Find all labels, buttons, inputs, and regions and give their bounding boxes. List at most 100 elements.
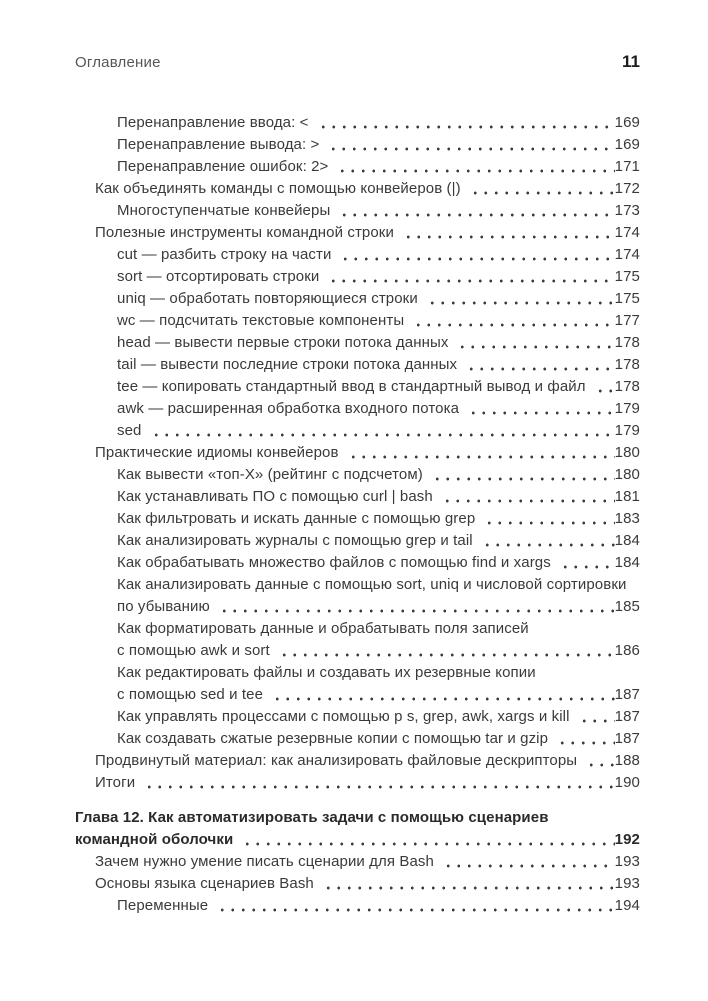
- toc-entry-page-number: 180: [614, 444, 640, 461]
- toc-entry-line: awk — расширенная обработка входного пот…: [117, 398, 640, 420]
- dot-leader: [479, 530, 615, 552]
- toc-entry: Зачем нужно умение писать сценарии для B…: [75, 851, 640, 873]
- toc-entry-page-number: 186: [614, 642, 640, 659]
- toc-entry: Как управлять процессами с помощью p s, …: [75, 706, 640, 728]
- toc-entry-page-number: 169: [614, 114, 640, 131]
- dot-leader: [424, 288, 615, 310]
- toc-entry-text: по убыванию: [117, 598, 210, 615]
- toc-entry: uniq — обработать повторяющиеся строки 17…: [75, 288, 640, 310]
- dot-leader: [240, 829, 615, 851]
- toc-entry-text: с помощью sed и tee: [117, 686, 264, 703]
- dot-leader: [455, 332, 615, 354]
- toc-entry-line: Полезные инструменты командной строки 174: [95, 222, 640, 244]
- toc-entry-text: Итоги: [95, 774, 136, 791]
- toc-entry-page-number: 193: [614, 853, 640, 870]
- toc-entry-text: Перенаправление ввода: <: [117, 114, 309, 131]
- toc-entry: Многоступенчатые конвейеры 173: [75, 200, 640, 222]
- toc-entry: Как редактировать файлы и создавать их р…: [75, 662, 640, 706]
- toc-entry-text: Как создавать сжатые резервные копии с п…: [117, 730, 549, 747]
- toc-entry-line: Как анализировать журналы с помощью grep…: [117, 530, 640, 552]
- toc-entry-page-number: 175: [614, 290, 640, 307]
- dot-leader: [439, 486, 615, 508]
- dot-leader: [337, 200, 615, 222]
- dot-leader: [320, 873, 615, 895]
- page-title: Оглавление: [75, 54, 161, 71]
- toc-entry-text: Основы языка сценариев Bash: [95, 875, 314, 892]
- toc-entry-page-number: 174: [614, 246, 640, 263]
- toc-entry-line: sed 179: [117, 420, 640, 442]
- toc-entry-text: Глава 12. Как автоматизировать задачи с …: [75, 809, 549, 826]
- toc-entry: Как фильтровать и искать данные с помощь…: [75, 508, 640, 530]
- toc-entry-line: командной оболочки 192: [75, 829, 640, 851]
- toc-entry-text: Как вывести «топ-X» (рейтинг с подсчетом…: [117, 466, 423, 483]
- toc-entry-text: sed: [117, 422, 142, 439]
- toc-entry-line: Практические идиомы конвейеров 180: [95, 442, 640, 464]
- toc-entry-page-number: 171: [614, 158, 640, 175]
- toc-entry-line: Перенаправление ошибок: 2> 171: [117, 156, 640, 178]
- toc-entry-line: Перенаправление ввода: < 169: [117, 112, 640, 134]
- toc-entry-text: Практические идиомы конвейеров: [95, 444, 339, 461]
- dot-leader: [345, 442, 615, 464]
- toc-entry: Практические идиомы конвейеров 180: [75, 442, 640, 464]
- toc-entry-line: с помощью sed и tee 187: [117, 684, 640, 706]
- dot-leader: [400, 222, 615, 244]
- toc-entry-page-number: 193: [614, 875, 640, 892]
- toc-entry-line: Как форматировать данные и обрабатывать …: [117, 618, 640, 640]
- toc-entry-page-number: 172: [614, 180, 640, 197]
- toc-entry-page-number: 180: [614, 466, 640, 483]
- dot-leader: [276, 640, 615, 662]
- toc-entry-page-number: 187: [614, 708, 640, 725]
- toc-entry: head — вывести первые строки потока данн…: [75, 332, 640, 354]
- dot-leader: [326, 134, 615, 156]
- toc-entry: Как анализировать журналы с помощью grep…: [75, 530, 640, 552]
- toc-entry: sort — отсортировать строки 175: [75, 266, 640, 288]
- toc-entry-page-number: 192: [614, 831, 640, 848]
- toc-entry-text: Переменные: [117, 897, 209, 914]
- toc-entry-page-number: 178: [614, 356, 640, 373]
- toc-entry: cut — разбить строку на части 174: [75, 244, 640, 266]
- dot-leader: [270, 684, 615, 706]
- toc-entry-line: по убыванию 185: [117, 596, 640, 618]
- toc-entry-line: Переменные 194: [117, 895, 640, 917]
- toc-entry: Как вывести «топ-X» (рейтинг с подсчетом…: [75, 464, 640, 486]
- toc-entry-line: Как вывести «топ-X» (рейтинг с подсчетом…: [117, 464, 640, 486]
- dot-leader: [482, 508, 615, 530]
- dot-leader: [335, 156, 615, 178]
- toc-entry: Основы языка сценариев Bash 193: [75, 873, 640, 895]
- dot-leader: [315, 112, 615, 134]
- toc-entry-line: Как анализировать данные с помощью sort,…: [117, 574, 640, 596]
- toc-entry-line: uniq — обработать повторяющиеся строки 17…: [117, 288, 640, 310]
- toc-entry-text: tee — копировать стандартный ввод в стан…: [117, 378, 586, 395]
- toc-entry: tee — копировать стандартный ввод в стан…: [75, 376, 640, 398]
- toc-entry: sed 179: [75, 420, 640, 442]
- toc-entry: Как устанавливать ПО с помощью curl | ba…: [75, 486, 640, 508]
- dot-leader: [557, 552, 615, 574]
- toc-entry: Перенаправление вывода: > 169: [75, 134, 640, 156]
- toc-entry: wc — подсчитать текстовые компоненты 177: [75, 310, 640, 332]
- toc-entry-text: Продвинутый материал: как анализировать …: [95, 752, 578, 769]
- toc-entry: Переменные 194: [75, 895, 640, 917]
- toc-entry-line: cut — разбить строку на части 174: [117, 244, 640, 266]
- toc-entry-line: Итоги 190: [95, 772, 640, 794]
- toc-list: Перенаправление ввода: <169 Перенаправлен…: [75, 112, 640, 917]
- toc-entry-line: Продвинутый материал: как анализировать …: [95, 750, 640, 772]
- toc-entry-text: Как управлять процессами с помощью p s, …: [117, 708, 570, 725]
- toc-entry-page-number: 181: [614, 488, 640, 505]
- toc-entry-line: Как редактировать файлы и создавать их р…: [117, 662, 640, 684]
- toc-entry-line: Как объединять команды с помощью конвейе…: [95, 178, 640, 200]
- dot-leader: [555, 728, 615, 750]
- toc-entry-text: Полезные инструменты командной строки: [95, 224, 394, 241]
- toc-entry-page-number: 177: [614, 312, 640, 329]
- toc-entry-text: Перенаправление вывода: >: [117, 136, 320, 153]
- toc-entry-text: Как анализировать данные с помощью sort,…: [117, 576, 627, 593]
- dot-leader: [429, 464, 615, 486]
- dot-leader: [142, 772, 615, 794]
- toc-entry-line: head — вывести первые строки потока данн…: [117, 332, 640, 354]
- toc-entry-page-number: 175: [614, 268, 640, 285]
- toc-entry: Как обрабатывать множество файлов с помо…: [75, 552, 640, 574]
- toc-entry-page-number: 190: [614, 774, 640, 791]
- page-number: 11: [622, 52, 640, 71]
- toc-entry-page-number: 179: [614, 400, 640, 417]
- toc-entry-text: sort — отсортировать строки: [117, 268, 320, 285]
- toc-entry: tail — вывести последние строки потока д…: [75, 354, 640, 376]
